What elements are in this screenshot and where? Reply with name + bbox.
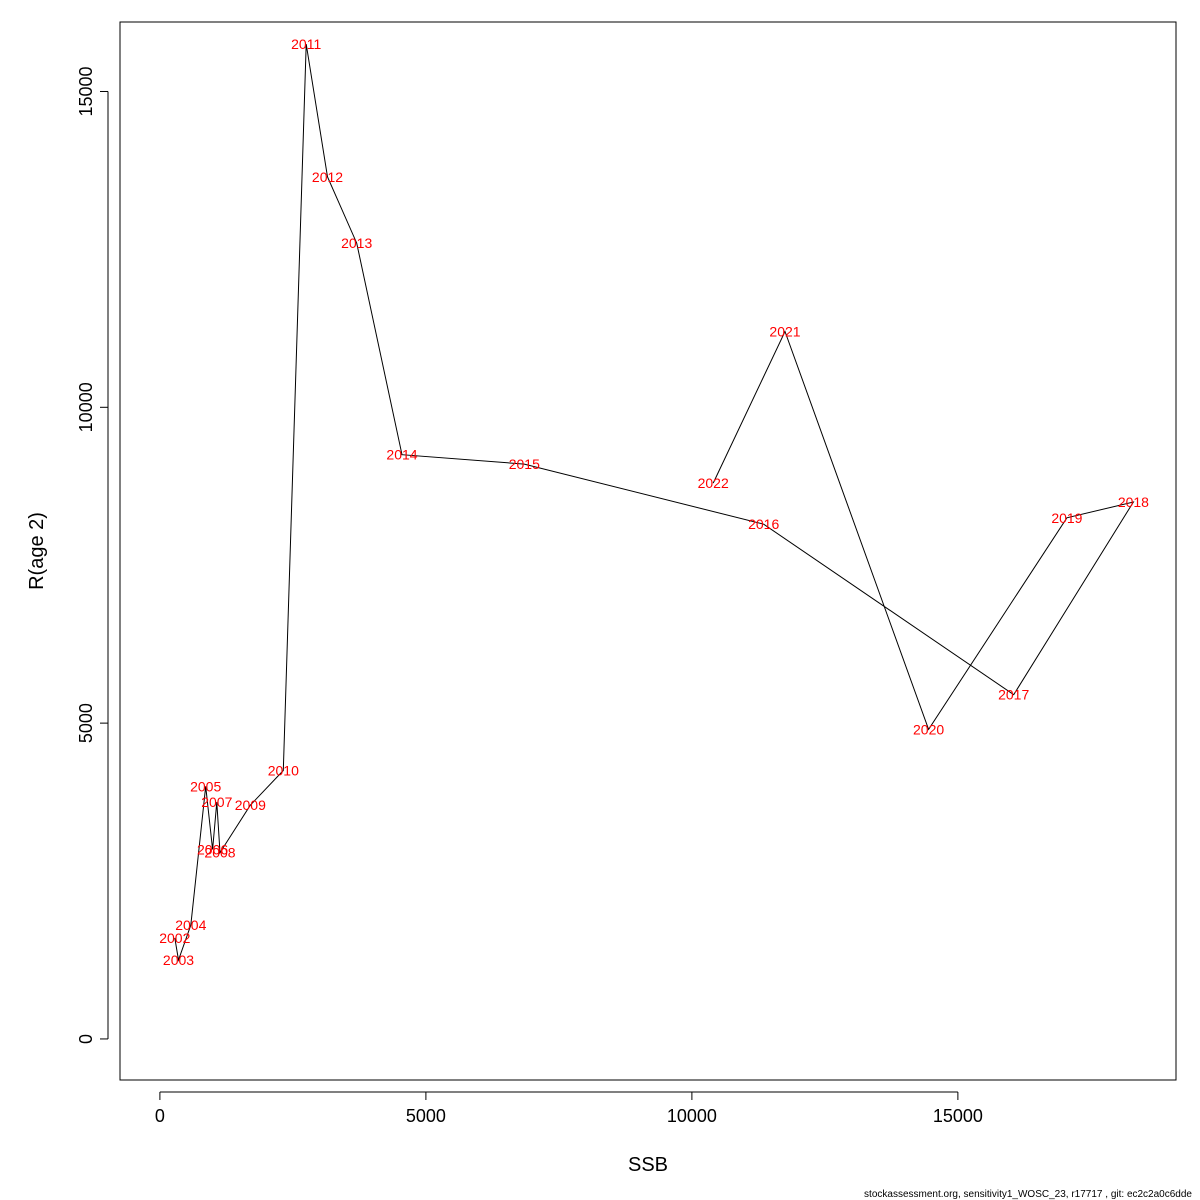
point-label-2017: 2017 [998,687,1029,703]
x-axis: 0 5000 10000 15000 SSB [155,1091,983,1176]
point-label-2021: 2021 [769,324,800,340]
point-label-2010: 2010 [268,763,299,779]
point-label-2014: 2014 [386,447,417,463]
footer-note: stockassessment.org, sensitivity1_WOSC_2… [864,1189,1192,1200]
point-label-2013: 2013 [341,235,372,251]
x-axis-title: SSB [628,1154,668,1176]
y-axis: 0 5000 10000 15000 R(age 2) [26,66,109,1044]
point-label-2007: 2007 [201,794,232,810]
point-labels: 2002 2003 2004 2005 2006 2007 2008 2009 2010 2011… [159,36,1149,968]
point-label-2022: 2022 [698,475,729,491]
x-tick-label: 5000 [406,1106,446,1126]
y-tick-label: 15000 [76,66,96,116]
point-label-2002: 2002 [159,930,190,946]
point-label-2005: 2005 [190,778,221,794]
x-ticks: 0 5000 10000 15000 [155,1092,983,1126]
x-tick-label: 15000 [933,1106,983,1126]
point-label-2015: 2015 [509,456,540,472]
point-label-2020: 2020 [913,721,944,737]
y-tick-label: 5000 [76,703,96,743]
point-label-2019: 2019 [1051,510,1082,526]
series-line [174,44,1135,962]
x-tick-label: 0 [155,1106,165,1126]
plot-frame [119,21,1177,1081]
point-label-2004: 2004 [175,917,206,933]
point-label-2012: 2012 [312,169,343,185]
y-ticks: 0 5000 10000 15000 [76,66,108,1044]
y-tick-label: 10000 [76,382,96,432]
y-axis-title: R(age 2) [26,512,48,590]
point-label-2018: 2018 [1118,494,1149,510]
point-label-2008: 2008 [204,845,235,861]
y-tick-label: 0 [76,1034,96,1044]
x-tick-label: 10000 [667,1106,717,1126]
point-label-2009: 2009 [235,797,266,813]
point-label-2011: 2011 [291,36,321,52]
point-label-2003: 2003 [163,952,194,968]
point-label-2006: 2006 [197,842,228,858]
point-label-2016: 2016 [748,516,779,532]
